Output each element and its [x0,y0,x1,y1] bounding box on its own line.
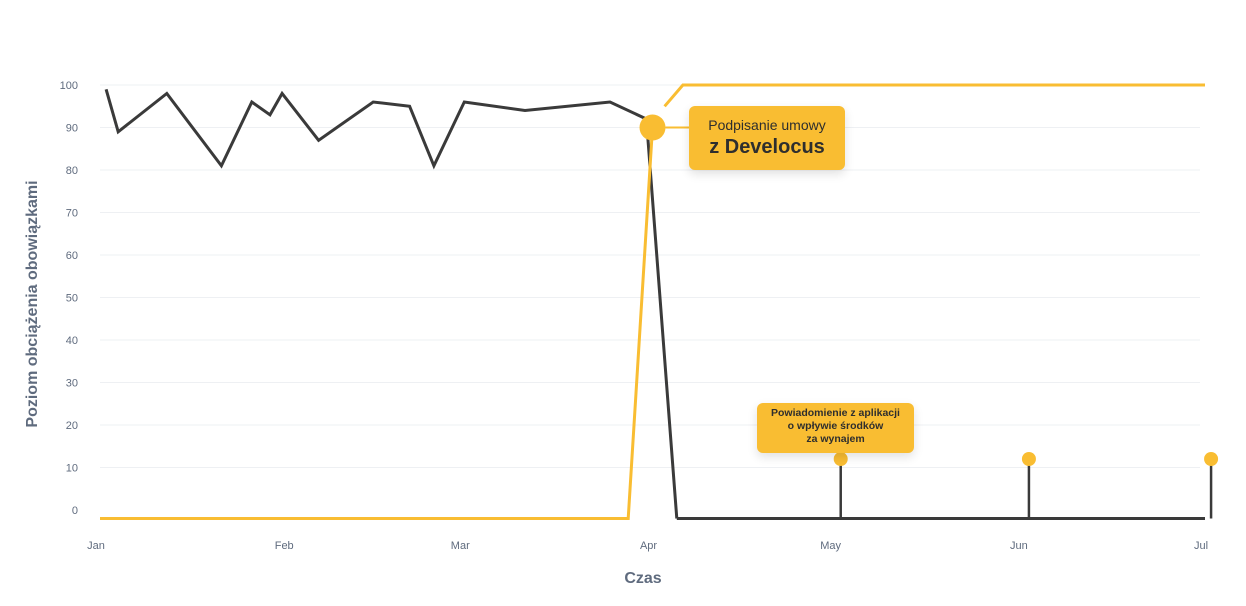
series-line [104,88,679,519]
y-axis-title: Poziom obciążenia obowiązkami [24,180,41,427]
y-tick-label: 90 [66,123,78,135]
data-marker [639,114,666,141]
y-tick-label: 10 [66,463,78,475]
x-axis-title: Czas [624,570,661,587]
y-tick-label: 50 [66,293,78,305]
annotation-line: Powiadomienie z aplikacji [771,407,900,419]
series-lines [100,83,1205,520]
annotation-line: o wpływie środków [787,420,884,432]
y-tick-label: 30 [66,378,78,390]
data-marker [1021,452,1036,466]
y-tick-label: 20 [66,420,78,432]
y-tick-label: 80 [66,165,78,177]
x-tick-label: Jul [1194,540,1208,552]
x-tick-label: Mar [451,540,470,552]
annotation-contract-signed: Podpisanie umowy z Develocus [689,106,845,170]
x-axis-ticks: Jan Feb Mar Apr May Jun Jul [87,540,1208,552]
y-tick-label: 60 [66,250,78,262]
x-tick-label: Jan [87,540,105,552]
x-tick-label: Jun [1010,540,1028,552]
y-tick-label: 70 [66,208,78,220]
series-line [100,127,654,520]
y-axis-ticks: 0 10 20 30 40 50 60 70 80 90 100 [60,80,78,517]
annotation-rent-notification: Powiadomienie z aplikacji o wpływie środ… [757,403,914,453]
x-tick-label: May [820,540,841,552]
series-line [663,83,1205,108]
data-marker [833,452,848,466]
annotation-line: Podpisanie umowy [708,117,826,133]
annotation-line: za wynajem [806,433,865,445]
y-tick-label: 40 [66,335,78,347]
gridlines [100,84,1200,468]
annotation-line: z Develocus [709,136,825,158]
x-tick-label: Apr [640,540,657,552]
y-tick-label: 0 [72,505,78,517]
y-tick-label: 100 [60,80,78,92]
data-marker [1204,452,1219,466]
markers [639,114,1219,519]
x-tick-label: Feb [275,540,294,552]
